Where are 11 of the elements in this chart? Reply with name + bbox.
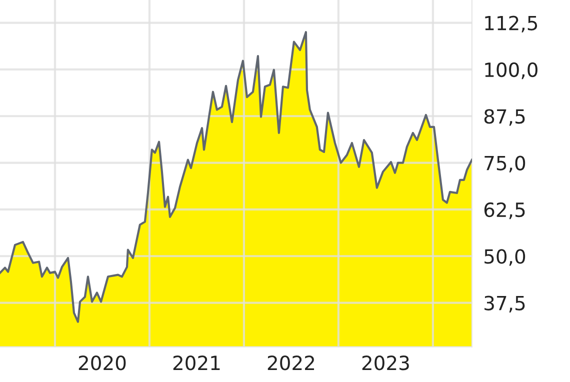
y-tick-label: 50,0 (484, 249, 526, 266)
x-tick-label: 2021 (173, 356, 220, 370)
y-tick-label: 75,0 (484, 156, 526, 172)
x-tick-label: 2020 (78, 356, 126, 370)
y-tick-label: 87,5 (484, 109, 525, 126)
y-tick-label: 37,5 (484, 296, 525, 312)
x-tick-label: 2023 (362, 356, 409, 370)
x-tick-label: 2022 (268, 356, 314, 370)
y-tick-label: 62,5 (484, 202, 525, 220)
y-tick-label: 112,5 (485, 16, 538, 32)
y-tick-label: 100,0 (485, 62, 538, 80)
